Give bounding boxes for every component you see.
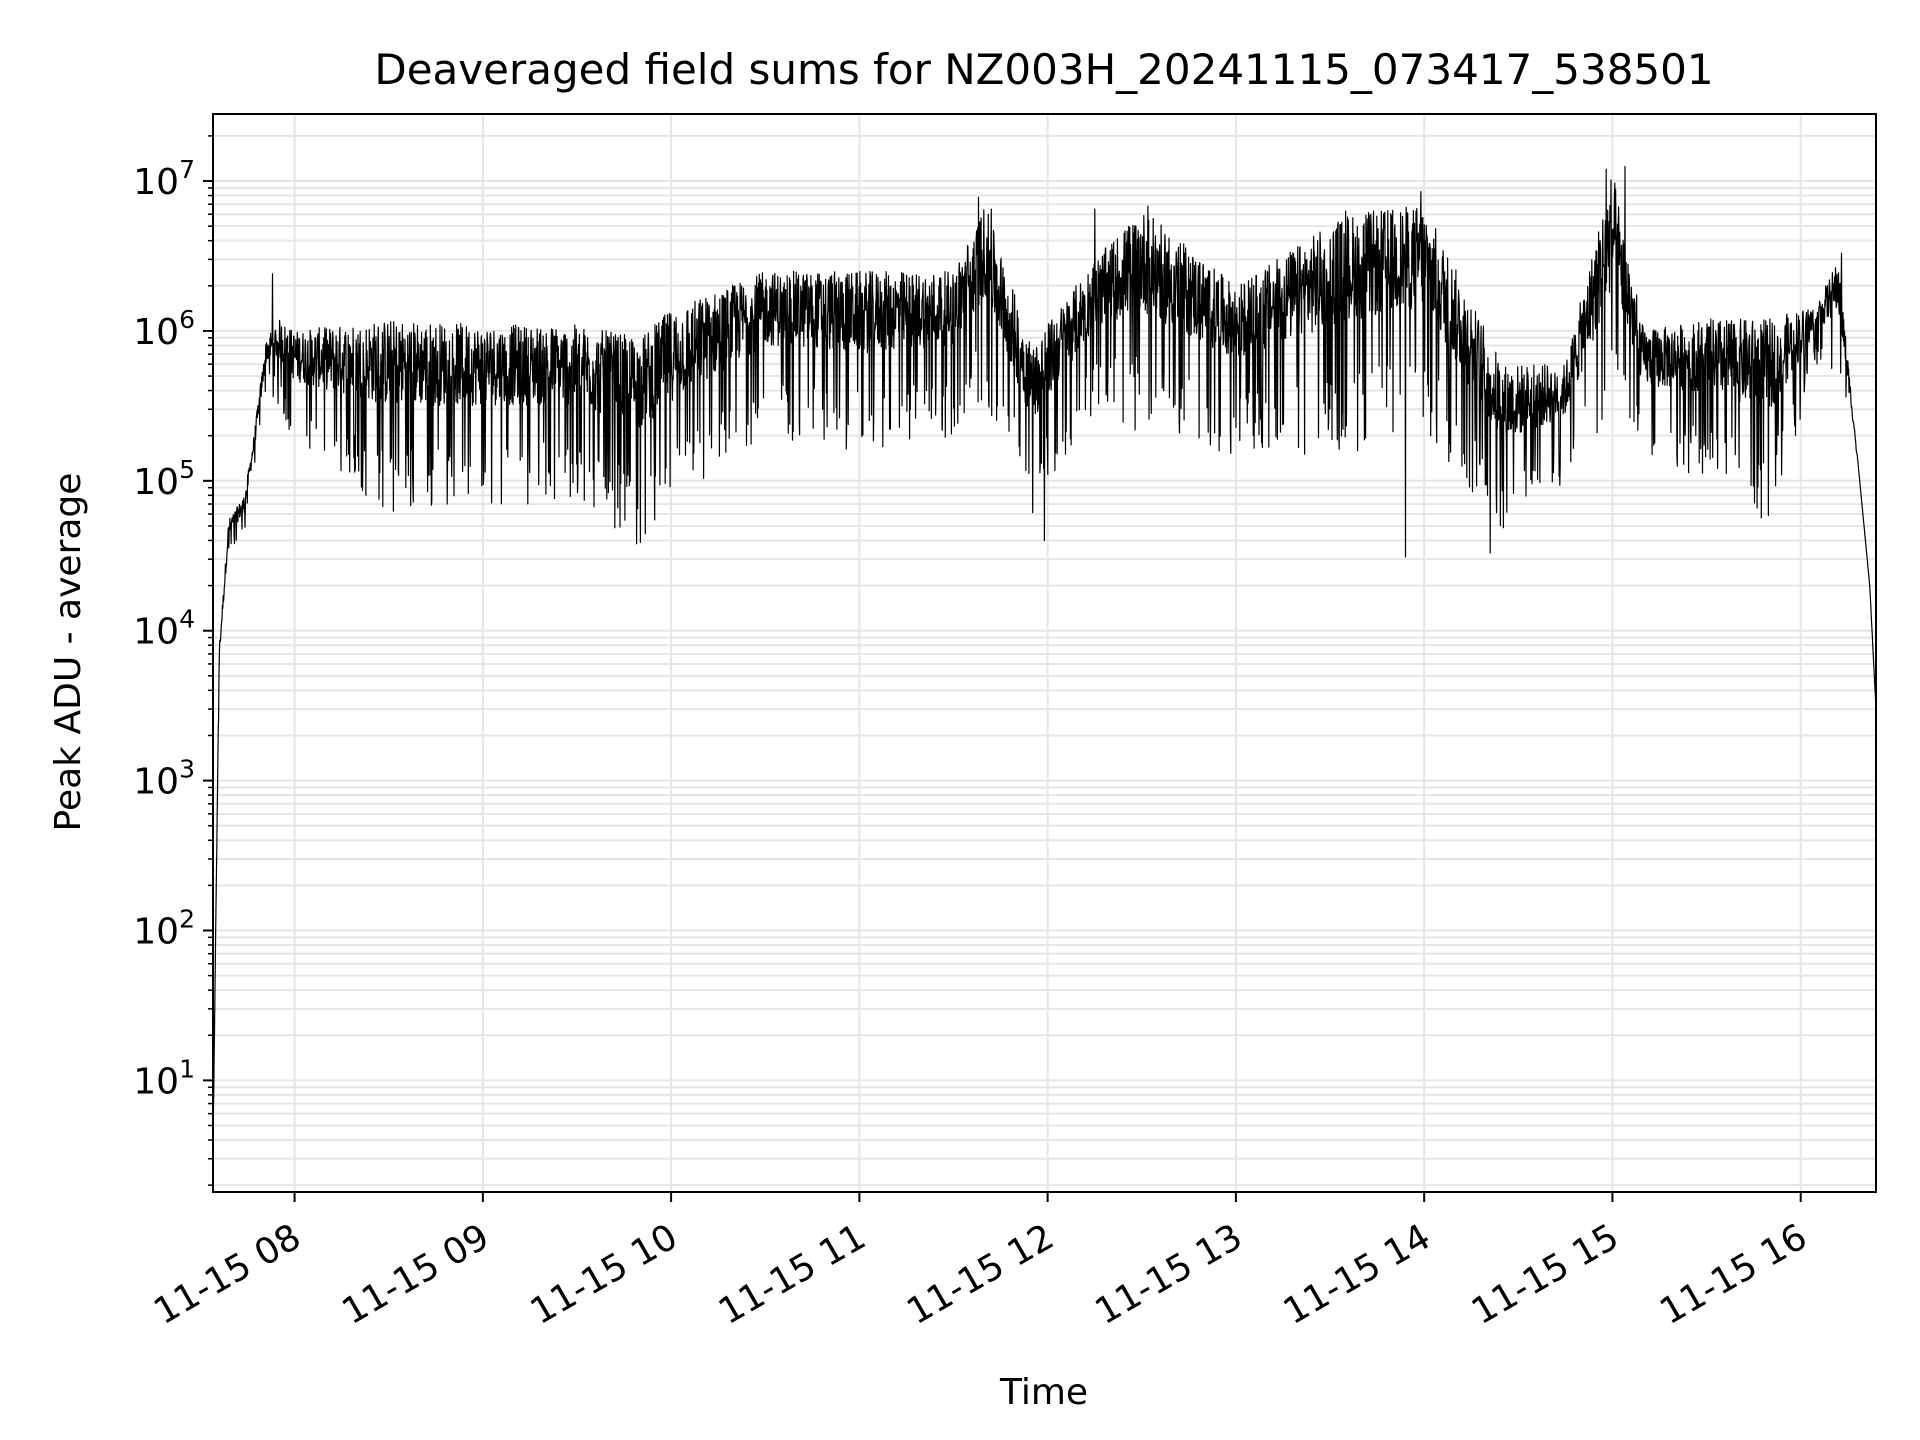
y-tick-label: 103: [133, 755, 195, 803]
y-axis-label: Peak ADU - average: [48, 473, 89, 832]
y-tick-label: 107: [133, 155, 195, 203]
data-line: [212, 165, 1877, 1144]
y-tick-label: 104: [133, 605, 195, 653]
y-tick-label: 106: [133, 305, 195, 353]
y-tick-label: 102: [133, 904, 195, 952]
series-line: [212, 165, 1877, 1144]
x-axis-label: Time: [999, 1372, 1088, 1413]
grid: [213, 114, 1876, 1192]
y-tick-label: 101: [133, 1054, 195, 1102]
y-tick-label: 105: [133, 455, 195, 503]
y-axis: 101 102 103 104 105 106 107: [133, 135, 213, 1186]
chart-title: Deaveraged field sums for NZ003H_2024111…: [374, 45, 1713, 94]
plot-frame: [212, 113, 1877, 1193]
